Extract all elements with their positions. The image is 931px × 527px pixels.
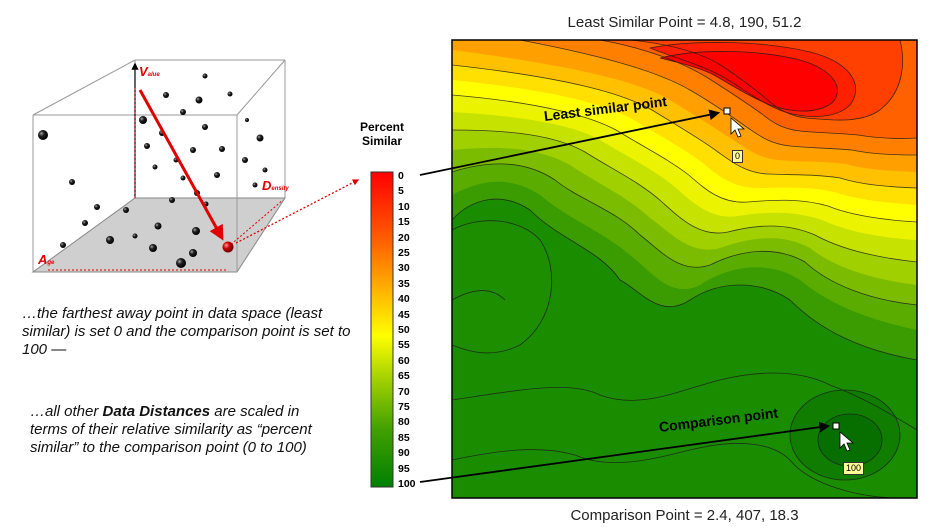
comparison-value-tag: 100 <box>843 462 865 475</box>
explanation-text-2: …all other Data Distances are scaled in … <box>30 403 312 456</box>
legend-tick-label: 70 <box>398 385 410 398</box>
least-similar-marker <box>723 107 731 115</box>
least-similar-value-tag: 0 <box>732 150 744 163</box>
legend-tick-label: 40 <box>398 293 410 306</box>
contour-map <box>452 40 917 498</box>
comparison-arrow <box>419 421 831 483</box>
legend-tick-label: 50 <box>398 324 410 336</box>
legend-tick-label: 20 <box>398 231 410 244</box>
comparison-point-title: Comparison Point = 2.4, 407, 18.3 <box>570 507 799 524</box>
explanation-text-1: …the farthest away point in data space (… <box>22 305 351 358</box>
cube-floor <box>31 197 286 273</box>
data-points <box>38 73 268 268</box>
legend-tick-label: 5 <box>398 185 404 198</box>
data-space-cube <box>31 59 286 273</box>
legend-tick-label: 90 <box>398 447 410 460</box>
least-similar-data-point <box>222 241 234 253</box>
age-axis-label: Age <box>38 252 55 267</box>
legend-tick-label: 75 <box>398 401 410 413</box>
legend-tick-label: 45 <box>398 308 410 321</box>
cursor-icon <box>839 431 855 452</box>
legend-tick-label: 30 <box>398 262 410 275</box>
legend-tick-label: 25 <box>398 247 410 259</box>
legend-tick-label: 80 <box>398 416 410 429</box>
map-frame <box>451 39 918 499</box>
cursor-icon <box>730 117 746 138</box>
distance-arrow <box>138 89 224 241</box>
density-axis-label: Density <box>262 178 289 193</box>
legend-tick-label: 35 <box>398 277 410 290</box>
legend-tick-label: 95 <box>398 462 410 475</box>
legend-tick-label: 65 <box>398 370 410 383</box>
legend-tick-label: 55 <box>398 339 410 352</box>
legend-tick-label: 10 <box>398 200 410 213</box>
legend-tick-label: 85 <box>398 431 410 444</box>
connector-dotted-arrow <box>235 179 360 244</box>
legend-tick-label: 60 <box>398 354 410 367</box>
least-similar-point-title: Least Similar Point = 4.8, 190, 51.2 <box>567 14 802 31</box>
legend-tick-label: 100 <box>398 478 416 490</box>
legend-color-bar <box>370 171 394 488</box>
legend-tick-label: 0 <box>398 170 404 182</box>
comparison-marker <box>832 422 840 430</box>
value-axis-label: Value <box>139 64 160 79</box>
least-similar-arrow <box>419 109 721 176</box>
legend-title: Percent Similar <box>359 120 405 148</box>
legend-tick-label: 15 <box>398 216 410 229</box>
